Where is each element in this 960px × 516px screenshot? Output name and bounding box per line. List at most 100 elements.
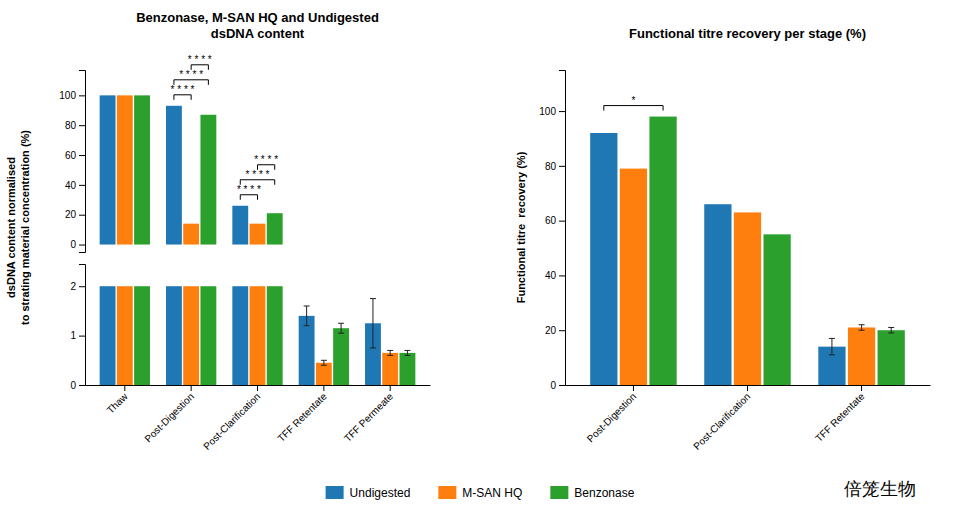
error-bar-cap	[370, 347, 376, 348]
tick-label: TFF Permeate	[342, 390, 396, 444]
tick-mark	[79, 155, 85, 156]
bar	[620, 169, 647, 385]
tick-label: 60	[545, 215, 557, 226]
y-axis: 0 1 2	[70, 265, 85, 391]
bar	[250, 224, 266, 245]
tick: Post-Digestion	[585, 385, 639, 444]
plot-area	[100, 95, 283, 244]
bar	[232, 286, 248, 385]
legend-swatch	[550, 486, 568, 499]
tick-mark	[79, 286, 85, 287]
significance-bracket	[191, 65, 208, 70]
significance-label: * * * *	[171, 84, 195, 95]
bar	[333, 328, 349, 385]
tick-label: 60	[65, 150, 77, 161]
error-bar-cap	[888, 332, 894, 333]
legend-item: Undigested	[326, 486, 411, 500]
tick: Post-Clarification	[201, 385, 262, 452]
bar	[267, 286, 283, 385]
error-bar	[387, 350, 393, 355]
tick-mark	[79, 245, 85, 246]
bar	[704, 204, 731, 385]
significance-bracket	[174, 80, 208, 85]
plot-area	[100, 286, 416, 385]
plot-area	[590, 117, 905, 385]
legend-label: Benzonase	[574, 486, 634, 500]
tick: 0	[550, 380, 565, 391]
tick: TFF Permeate	[342, 385, 396, 444]
error-bar-stem	[372, 299, 373, 348]
tick-mark	[390, 385, 391, 391]
error-bar-cap	[338, 323, 344, 324]
tick: 1	[70, 330, 85, 341]
bar	[100, 286, 116, 385]
error-bar-stem	[831, 338, 832, 354]
error-bar	[304, 306, 310, 326]
tick-label: 80	[65, 120, 77, 131]
legend-swatch	[438, 486, 456, 499]
tick-label: 0	[70, 380, 76, 391]
bar	[250, 286, 266, 385]
error-bar-cap	[888, 327, 894, 328]
tick-mark	[559, 385, 565, 386]
tick-label: Post-Digestion	[585, 391, 639, 445]
tick-mark	[747, 385, 748, 391]
tick: 60	[65, 150, 85, 161]
error-bar	[829, 338, 835, 354]
bar	[183, 286, 199, 385]
significance-bracket	[258, 165, 275, 170]
legend-label: Undigested	[350, 486, 411, 500]
error-bar-cap	[829, 354, 835, 355]
tick-label: 0	[550, 380, 556, 391]
bar	[200, 115, 216, 245]
series	[117, 95, 266, 244]
error-bar-stem	[891, 327, 892, 332]
legend-label: M-SAN HQ	[462, 486, 522, 500]
series	[117, 286, 398, 385]
significance-bracket	[604, 106, 663, 111]
significance-label: * * * *	[246, 169, 270, 180]
tick: 0	[70, 380, 85, 391]
tick: 20	[65, 209, 85, 220]
bar	[166, 106, 182, 245]
significance-label: *	[631, 95, 635, 106]
tick-label: Post-Digestion	[142, 391, 196, 445]
error-bar-cap	[321, 365, 327, 366]
legend-item: M-SAN HQ	[438, 486, 522, 500]
series	[134, 95, 283, 244]
bar	[134, 286, 150, 385]
tick: 2	[70, 281, 85, 292]
error-bar-stem	[407, 350, 408, 355]
tick: Thaw	[105, 385, 131, 416]
tick-mark	[79, 185, 85, 186]
bar	[117, 286, 133, 385]
error-bar-stem	[306, 306, 307, 326]
bar	[299, 316, 315, 385]
tick-mark	[861, 385, 862, 391]
legend-swatch	[326, 486, 344, 499]
panel: 020406080100	[59, 71, 282, 253]
text-line: Benzonase, M-SAN HQ and Undigested	[136, 10, 379, 25]
tick-mark	[559, 166, 565, 167]
bar	[878, 330, 905, 385]
error-bar	[321, 360, 327, 365]
tick-mark	[323, 385, 324, 391]
bar	[134, 95, 150, 244]
significance-label: * * * *	[237, 184, 261, 195]
error-bar-cap	[387, 350, 393, 351]
significance-bracket	[174, 95, 191, 100]
error-bar-cap	[404, 355, 410, 356]
tick-mark	[559, 275, 565, 276]
tick: Post-Digestion	[142, 385, 196, 444]
tick-label: Post-Clarification	[201, 391, 262, 452]
axis-title: dsDNA content normalisedto strating mate…	[5, 130, 30, 325]
error-bar	[338, 323, 344, 333]
tick-mark	[633, 385, 634, 391]
x-axis: Post-DigestionPost-ClarificationTFF Rete…	[566, 385, 931, 452]
text-line: Functional titre recovery per stage (%)	[629, 26, 866, 41]
error-bar-cap	[304, 325, 310, 326]
tick-mark	[79, 95, 85, 96]
error-bar	[370, 299, 376, 348]
bar	[848, 327, 875, 385]
error-bar-cap	[387, 355, 393, 356]
